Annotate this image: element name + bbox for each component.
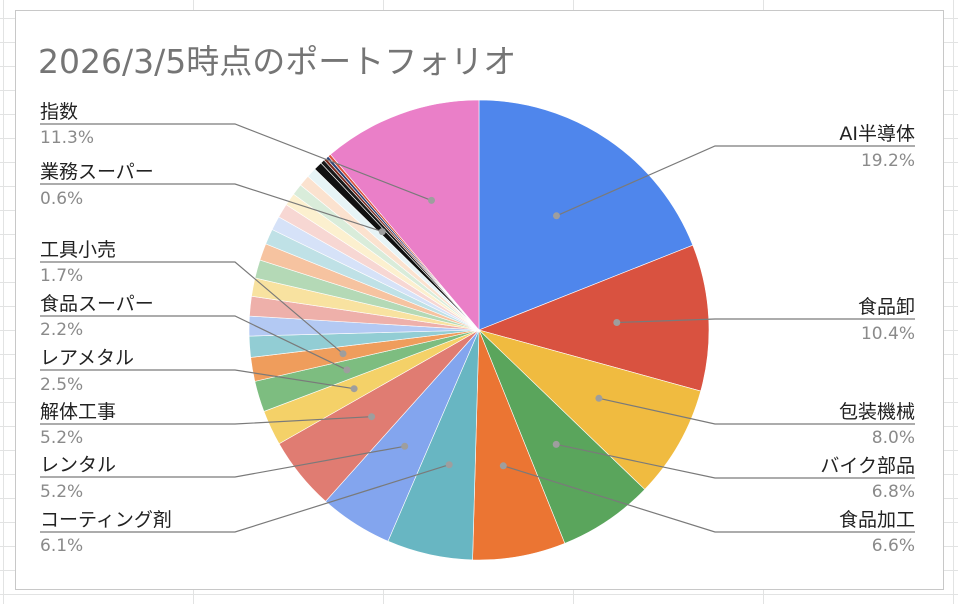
leader-dot xyxy=(552,440,560,448)
leader-line xyxy=(40,369,355,390)
slice-label: 食品スーパー xyxy=(40,293,154,315)
leader-line xyxy=(40,315,348,371)
slice-percent: 6.6% xyxy=(872,536,915,556)
leader-dot xyxy=(350,385,358,393)
leader-line xyxy=(503,465,915,533)
leader-lines xyxy=(40,123,915,533)
leader-dot xyxy=(613,319,621,326)
leader-line xyxy=(40,183,383,233)
pie-slice-2[interactable] xyxy=(478,329,702,490)
leader-dot xyxy=(339,350,347,358)
leader-dot xyxy=(368,413,376,421)
leader-line xyxy=(40,261,344,355)
slice-labels: AI半導体 19.2% 食品卸 10.4% 包装機械 8.0% バイク部品 6.8% 食品加工 6… xyxy=(40,101,915,556)
slice-percent: 11.3% xyxy=(40,128,94,148)
leader-line xyxy=(40,416,372,425)
slice-label: 食品卸 xyxy=(858,296,915,318)
leader-line xyxy=(40,123,432,201)
slice-label: 業務スーパー xyxy=(40,161,154,183)
slice-percent: 5.2% xyxy=(40,482,83,502)
leader-dot xyxy=(595,394,603,402)
leader-dot xyxy=(401,442,409,450)
pie-slice-1[interactable] xyxy=(478,244,710,392)
leader-line xyxy=(616,318,915,324)
slice-percent: 2.5% xyxy=(40,375,83,395)
slice-label: 食品加工 xyxy=(839,509,915,531)
leader-line xyxy=(40,464,450,533)
leader-line xyxy=(556,443,915,479)
slice-percent: 5.2% xyxy=(40,428,83,448)
leader-dot xyxy=(553,212,560,220)
slice-percent: 10.4% xyxy=(861,324,915,344)
pie-slices xyxy=(248,99,710,561)
slice-label: コーティング剤 xyxy=(40,509,172,531)
slice-label: 工具小売 xyxy=(40,239,116,261)
leader-dot xyxy=(378,228,386,236)
slice-percent: 1.7% xyxy=(40,266,83,286)
slice-percent: 0.6% xyxy=(40,189,83,209)
slice-label: 解体工事 xyxy=(40,401,116,423)
leader-line xyxy=(40,445,405,478)
pie-slice-29[interactable] xyxy=(330,99,480,331)
chart-title: 2026/3/5時点のポートフォリオ xyxy=(38,42,516,81)
leader-dot xyxy=(343,366,351,374)
slice-label: 包装機械 xyxy=(839,401,915,423)
slice-label: バイク部品 xyxy=(820,455,915,477)
slice-percent: 6.1% xyxy=(40,536,83,556)
slice-percent: 8.0% xyxy=(872,428,915,448)
leader-dot xyxy=(428,196,435,204)
leader-line xyxy=(598,397,915,425)
leader-dot xyxy=(499,462,507,470)
leader-dot xyxy=(445,461,453,469)
slice-label: 指数 xyxy=(40,101,78,123)
slice-label: AI半導体 xyxy=(839,123,915,145)
pie-slice-0[interactable] xyxy=(478,99,694,331)
slice-percent: 19.2% xyxy=(861,151,915,171)
leader-line xyxy=(556,145,915,217)
slice-label: レアメタル xyxy=(40,347,134,369)
slice-percent: 6.8% xyxy=(872,482,915,502)
slice-percent: 2.2% xyxy=(40,320,83,340)
slice-label: レンタル xyxy=(40,454,116,476)
